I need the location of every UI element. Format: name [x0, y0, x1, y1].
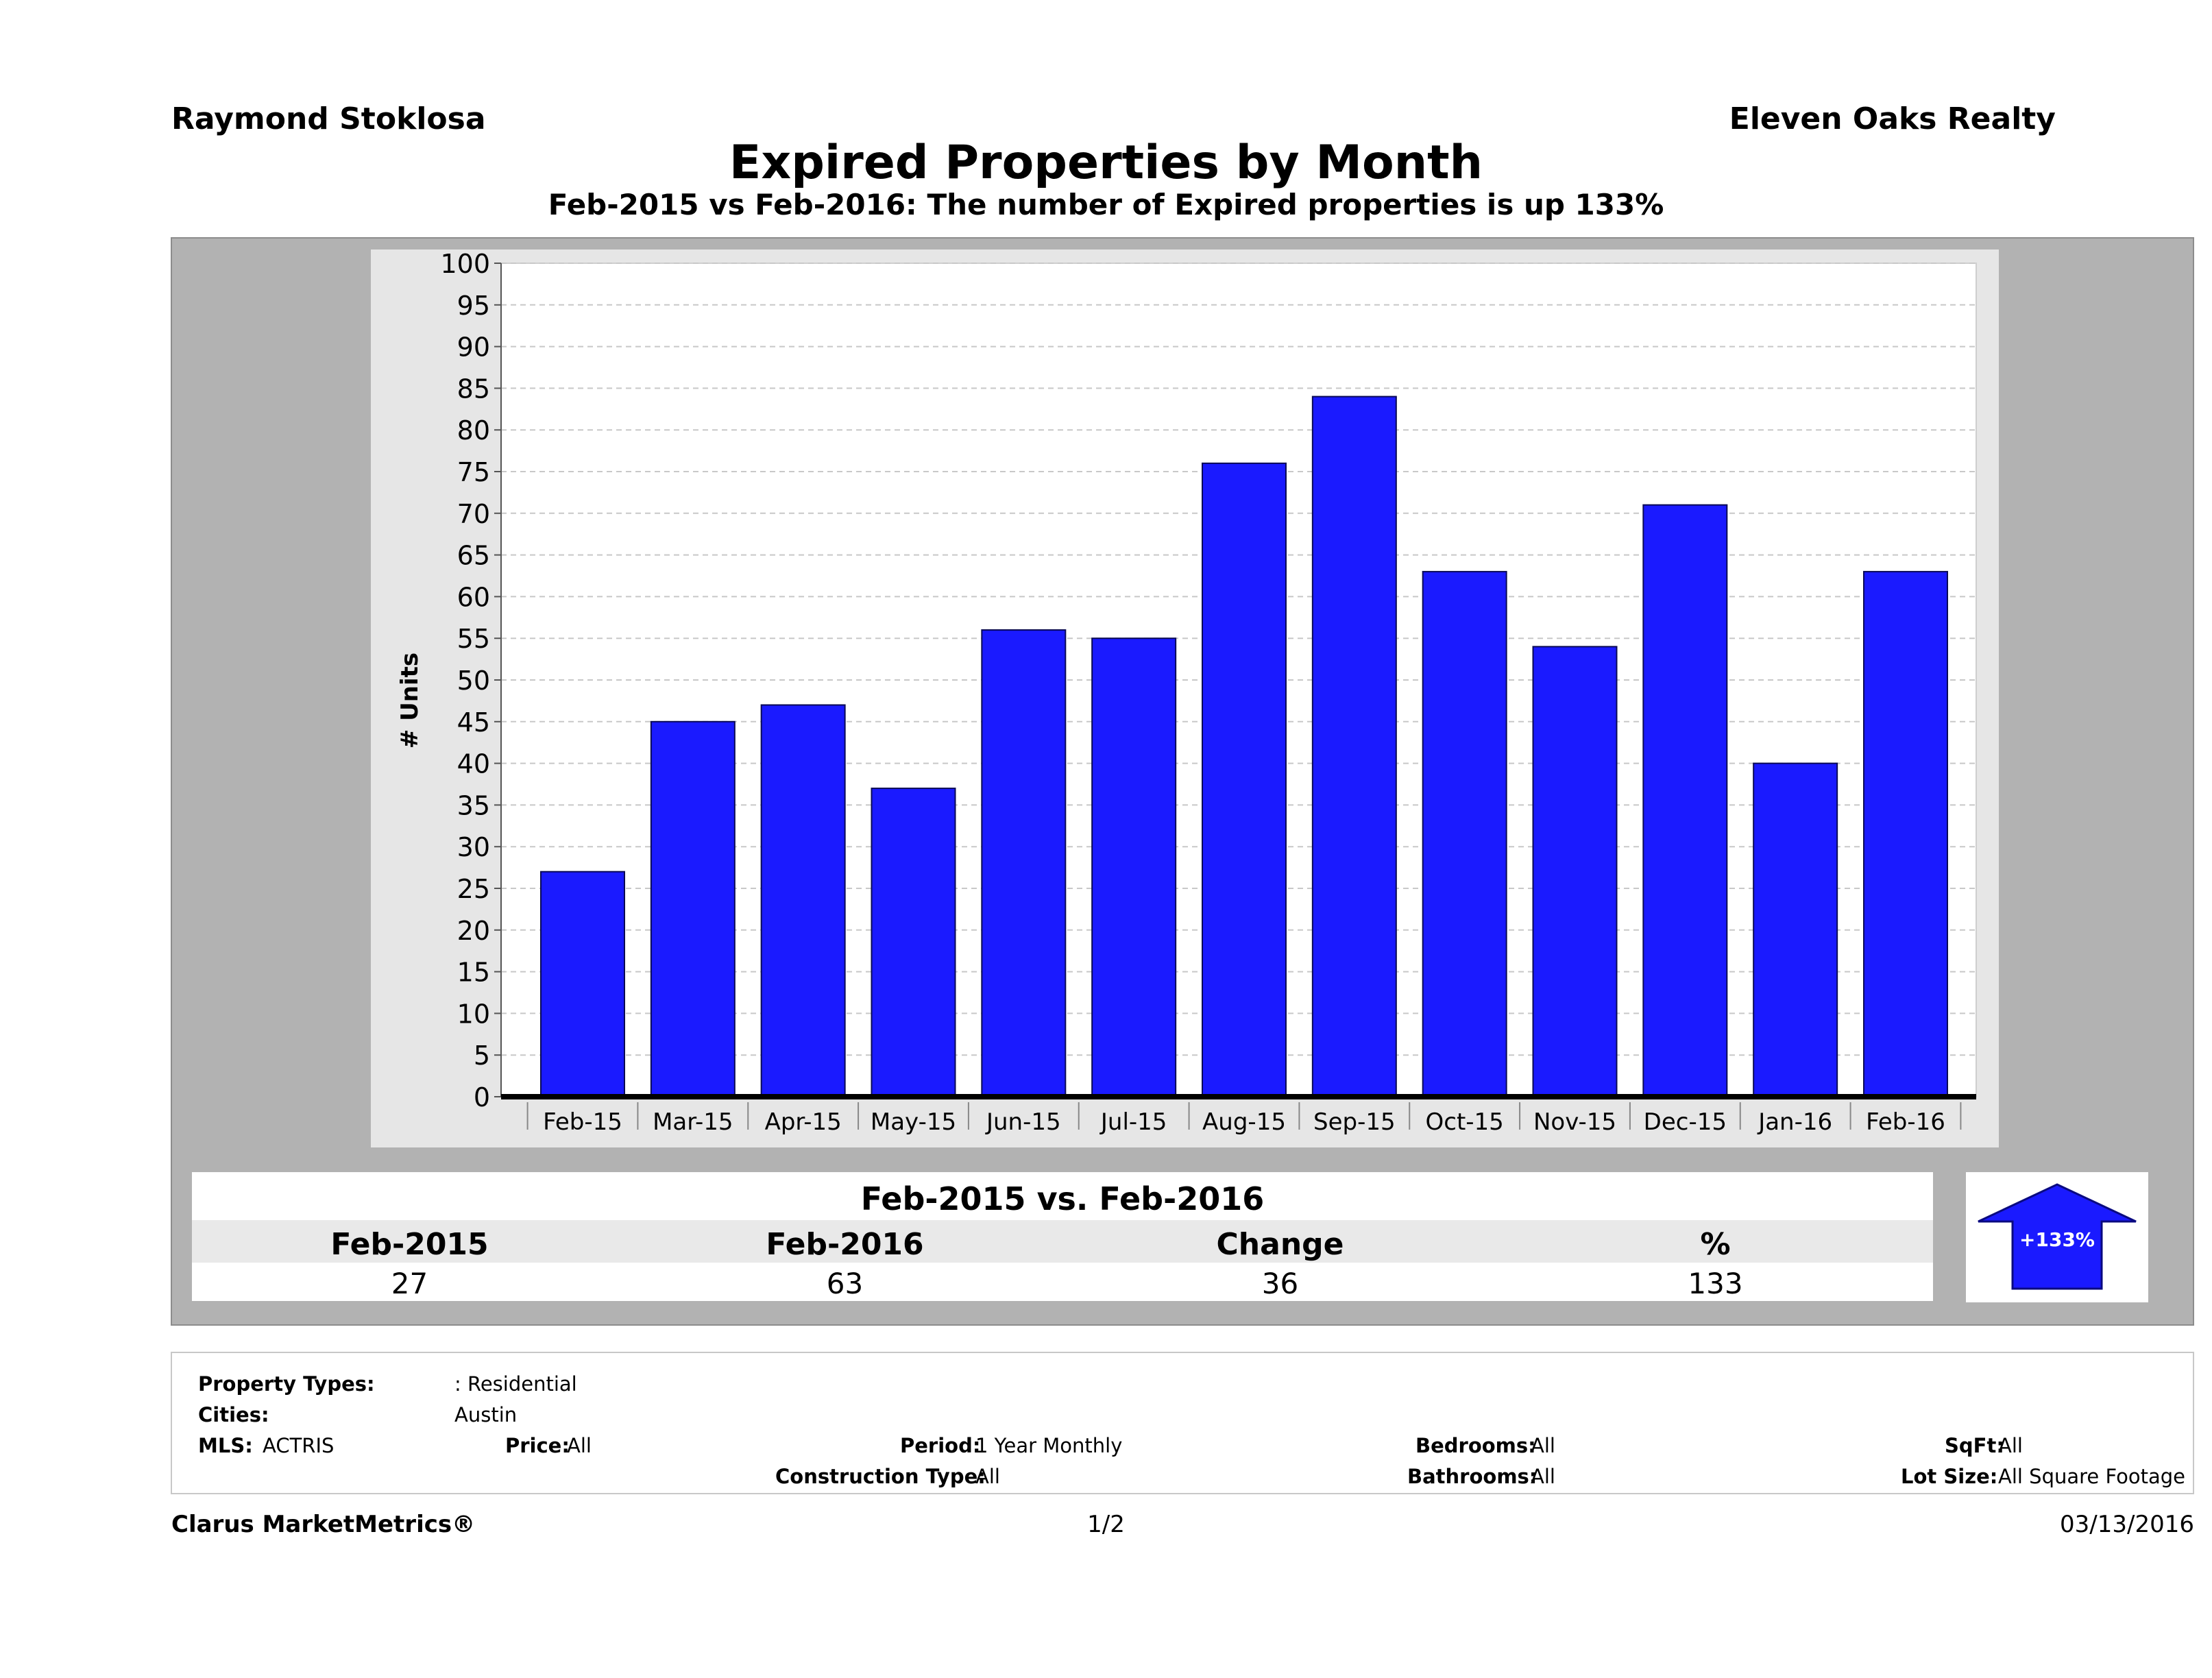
period-value: 1 Year Monthly	[975, 1434, 1123, 1457]
summary-table: Feb-2015 vs. Feb-2016 Feb-2015 Feb-2016 …	[192, 1172, 1933, 1313]
bar-jun-15	[981, 629, 1067, 1097]
x-tick-label: Apr-15	[765, 1108, 842, 1136]
y-tick-label: 50	[457, 666, 490, 696]
x-tick-label: Jul-15	[1099, 1108, 1167, 1136]
summary-value-end: 63	[826, 1267, 864, 1300]
lot-size-value: All Square Footage	[1998, 1465, 2186, 1488]
agent-name: Raymond Stoklosa	[171, 101, 486, 136]
y-tick-label: 25	[457, 874, 490, 904]
x-tick-label: Jan-16	[1757, 1108, 1832, 1136]
lot-size-label: Lot Size:	[1901, 1465, 1998, 1488]
summary-label-percent: %	[1700, 1227, 1731, 1262]
mls-label: MLS:	[198, 1434, 253, 1457]
sqft-value: All	[1998, 1434, 2023, 1457]
bar-aug-15	[1202, 462, 1287, 1097]
y-tick-label: 0	[474, 1082, 490, 1112]
y-tick-label: 70	[457, 499, 490, 529]
price-label: Price:	[505, 1434, 570, 1457]
company-name: Eleven Oaks Realty	[1729, 101, 2056, 136]
y-tick-label: 95	[457, 291, 490, 321]
x-tick-label: Feb-15	[543, 1108, 622, 1136]
bar-mar-15	[650, 720, 736, 1097]
x-tick-label: Jun-15	[985, 1108, 1061, 1136]
bar-nov-15	[1532, 646, 1618, 1097]
arrow-up-icon	[1978, 1183, 2137, 1290]
summary-label-start: Feb-2015	[330, 1227, 489, 1262]
construction-type-label: Construction Type:	[775, 1465, 986, 1488]
footer-page-number: 1/2	[1087, 1511, 1125, 1538]
summary-label-change: Change	[1216, 1227, 1344, 1262]
x-tick-label: Nov-15	[1533, 1108, 1616, 1136]
change-badge: +133%	[1966, 1172, 2148, 1302]
y-tick-label: 40	[457, 749, 490, 779]
bar-sep-15	[1311, 396, 1397, 1097]
search-criteria: Property Types: : Residential Cities: Au…	[171, 1352, 2194, 1494]
bedrooms-label: Bedrooms:	[1415, 1434, 1536, 1457]
y-axis-label: # Units	[396, 653, 424, 749]
bathrooms-label: Bathrooms:	[1407, 1465, 1538, 1488]
bar-chart: 0 5 10 15 20 25 30 35 40 45 50 55 60 65 70 75 80 85 90 95 10…	[396, 250, 1977, 1136]
y-tick-label: 60	[457, 582, 490, 612]
summary-value-row: 27 63 36 133	[192, 1263, 1933, 1301]
bar-jan-16	[1753, 762, 1838, 1097]
property-types-label: Property Types:	[198, 1372, 375, 1396]
sqft-label: SqFt:	[1945, 1434, 2004, 1457]
y-tick-label: 90	[457, 332, 490, 363]
bar-may-15	[871, 788, 956, 1098]
mls-value: ACTRIS	[263, 1434, 335, 1457]
bar-apr-15	[760, 704, 846, 1097]
bar-oct-15	[1422, 570, 1507, 1098]
y-tick-label: 15	[457, 958, 490, 988]
summary-value-start: 27	[391, 1267, 428, 1300]
summary-value-change: 36	[1261, 1267, 1299, 1300]
x-tick-label: Feb-16	[1866, 1108, 1945, 1136]
chart-title: Expired Properties by Month	[729, 136, 1483, 190]
period-label: Period:	[900, 1434, 981, 1457]
y-tick-label: 55	[457, 624, 490, 654]
y-tick-label: 20	[457, 916, 490, 946]
footer-brand: Clarus MarketMetrics®	[171, 1511, 476, 1538]
y-tick-label: 65	[457, 541, 490, 571]
y-tick-label: 100	[440, 250, 490, 279]
change-badge-label: +133%	[2019, 1228, 2095, 1251]
bar-feb-16	[1863, 570, 1948, 1098]
bedrooms-value: All	[1531, 1434, 1555, 1457]
summary-label-row: Feb-2015 Feb-2016 Change %	[192, 1220, 1933, 1263]
chart-panel: 0 5 10 15 20 25 30 35 40 45 50 55 60 65 70 75 80 85 90 95 10…	[371, 250, 1999, 1147]
y-tick-label: 35	[457, 790, 490, 820]
summary-label-end: Feb-2016	[766, 1227, 924, 1262]
y-tick-label: 30	[457, 832, 490, 862]
y-tick-label: 75	[457, 457, 490, 487]
x-tick-label: Oct-15	[1426, 1108, 1504, 1136]
y-tick-label: 5	[474, 1041, 490, 1071]
bar-feb-15	[540, 871, 625, 1097]
bar-jul-15	[1091, 637, 1177, 1097]
cities-label: Cities:	[198, 1403, 269, 1426]
cities-value: Austin	[454, 1403, 518, 1426]
x-tick-label: Aug-15	[1202, 1108, 1286, 1136]
y-tick-label: 85	[457, 374, 490, 404]
summary-heading: Feb-2015 vs. Feb-2016	[860, 1180, 1265, 1217]
footer-date: 03/13/2016	[2060, 1511, 2194, 1538]
construction-type-value: All	[975, 1465, 1000, 1488]
bathrooms-value: All	[1531, 1465, 1555, 1488]
y-tick-label: 10	[457, 999, 490, 1029]
x-tick-label: Sep-15	[1313, 1108, 1396, 1136]
x-tick-label: Mar-15	[653, 1108, 733, 1136]
y-tick-label: 45	[457, 707, 490, 738]
property-types-value: : Residential	[454, 1372, 577, 1396]
summary-heading-row: Feb-2015 vs. Feb-2016	[192, 1172, 1933, 1220]
bar-dec-15	[1642, 504, 1728, 1097]
summary-value-percent: 133	[1688, 1267, 1743, 1300]
y-tick-label: 80	[457, 415, 490, 446]
chart-subtitle: Feb-2015 vs Feb-2016: The number of Expi…	[548, 188, 1664, 221]
x-tick-label: May-15	[871, 1108, 956, 1136]
x-tick-label: Dec-15	[1644, 1108, 1727, 1136]
price-value: All	[567, 1434, 592, 1457]
